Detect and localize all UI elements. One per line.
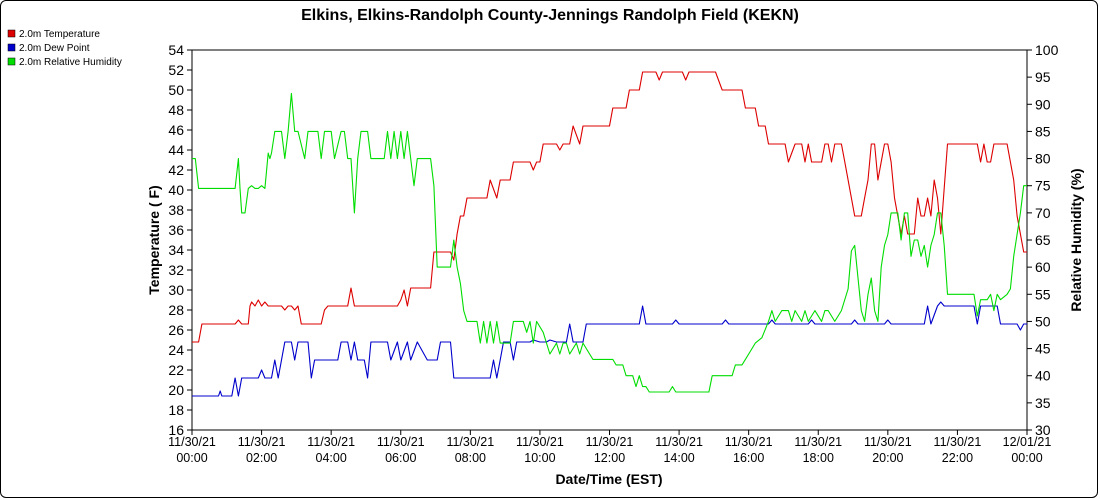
- x-tick-date: 11/30/21: [864, 435, 912, 449]
- y-right-tick-label: 55: [1035, 286, 1051, 302]
- y-right-tick-label: 50: [1035, 313, 1051, 329]
- legend-label-temperature: 2.0m Temperature: [19, 29, 100, 40]
- series-line-2-0m-dew-point: [192, 301, 1027, 397]
- y-right-tick-label: 75: [1035, 178, 1051, 194]
- x-tick-date: 11/30/21: [516, 435, 564, 449]
- x-tick-time: 02:00: [246, 451, 277, 465]
- x-tick-time: 00:00: [1011, 451, 1042, 465]
- legend: 2.0m Temperature 2.0m Dew Point 2.0m Rel…: [7, 29, 122, 68]
- x-tick-date: 11/30/21: [168, 435, 216, 449]
- x-tick-date: 11/30/21: [446, 435, 494, 449]
- x-tick-time: 18:00: [803, 451, 834, 465]
- x-tick-time: 08:00: [455, 451, 486, 465]
- legend-label-dew-point: 2.0m Dew Point: [19, 43, 90, 54]
- y-left-tick-label: 40: [168, 182, 184, 198]
- x-tick-date: 11/30/21: [934, 435, 982, 449]
- x-tick-date: 11/30/21: [655, 435, 703, 449]
- legend-swatch-temperature: [7, 29, 16, 38]
- x-tick-time: 00:00: [176, 451, 207, 465]
- y-left-tick-label: 16: [168, 422, 184, 438]
- x-tick-date: 11/30/21: [377, 435, 425, 449]
- x-tick-date: 12/01/21: [1003, 435, 1052, 449]
- x-tick-time: 10:00: [524, 451, 555, 465]
- y-right-tick-label: 45: [1035, 341, 1051, 357]
- y-left-tick-label: 30: [168, 282, 184, 298]
- y-left-tick-label: 22: [168, 362, 184, 378]
- y-left-tick-label: 54: [168, 42, 184, 58]
- y-left-tick-label: 28: [168, 302, 184, 318]
- y-right-tick-label: 30: [1035, 422, 1051, 438]
- y-left-tick-label: 34: [168, 242, 184, 258]
- x-tick-date: 11/30/21: [586, 435, 634, 449]
- y-left-tick-label: 44: [168, 142, 184, 158]
- x-tick-time: 04:00: [316, 451, 347, 465]
- x-tick-time: 14:00: [663, 451, 694, 465]
- y-right-tick-label: 85: [1035, 123, 1051, 139]
- y-left-tick-label: 24: [168, 342, 184, 358]
- x-tick-time: 06:00: [385, 451, 416, 465]
- plot-area: [191, 49, 1028, 431]
- x-tick-date: 11/30/21: [725, 435, 773, 449]
- x-tick-time: 20:00: [872, 451, 903, 465]
- x-tick-date: 11/30/21: [794, 435, 842, 449]
- y-left-tick-label: 26: [168, 322, 184, 338]
- y-right-tick-label: 60: [1035, 259, 1051, 275]
- x-tick-date: 11/30/21: [307, 435, 355, 449]
- series-line-2-0m-temperature: [192, 71, 1027, 343]
- y-left-tick-label: 46: [168, 122, 184, 138]
- legend-swatch-dew-point: [7, 43, 16, 52]
- y-axis-left-label: Temperature ( F): [146, 185, 162, 294]
- y-axis-right-ticks: 30 35 40 45 50 55 60 65 70 75 80 85 90 95 100: [1027, 42, 1059, 438]
- legend-label-relative-humidity: 2.0m Relative Humidity: [19, 57, 122, 68]
- y-right-tick-label: 70: [1035, 205, 1051, 221]
- y-left-tick-label: 36: [168, 222, 184, 238]
- y-right-tick-label: 100: [1035, 42, 1059, 58]
- y-left-tick-label: 42: [168, 162, 184, 178]
- x-axis-label: Date/Time (EST): [555, 471, 662, 487]
- x-tick-time: 12:00: [594, 451, 625, 465]
- y-left-tick-label: 32: [168, 262, 184, 278]
- y-left-tick-label: 50: [168, 82, 184, 98]
- legend-swatch-relative-humidity: [7, 57, 16, 66]
- y-left-tick-label: 18: [168, 402, 184, 418]
- y-right-tick-label: 35: [1035, 395, 1051, 411]
- y-axis-right-label: Relative Humidity (%): [1068, 168, 1084, 311]
- y-left-tick-label: 48: [168, 102, 184, 118]
- y-left-tick-label: 52: [168, 62, 184, 78]
- y-right-tick-label: 80: [1035, 151, 1051, 167]
- y-right-tick-label: 65: [1035, 232, 1051, 248]
- x-tick-time: 22:00: [942, 451, 973, 465]
- x-tick-time: 16:00: [733, 451, 764, 465]
- y-left-tick-label: 20: [168, 382, 184, 398]
- y-axis-left-ticks: 16 18 20 22 24 26 28 30 32 34 36 38 40 42 44 46 48 50 52 54: [168, 42, 192, 438]
- y-left-tick-label: 38: [168, 202, 184, 218]
- y-right-tick-label: 90: [1035, 96, 1051, 112]
- x-axis-ticks: 11/30/21 00:00 11/30/21 02:00 11/30/21 04:00 1…: [168, 430, 1051, 465]
- y-right-tick-label: 40: [1035, 368, 1051, 384]
- series-line-2-0m-relative-humidity: [192, 92, 1027, 393]
- chart-title: Elkins, Elkins-Randolph County-Jennings …: [301, 7, 799, 24]
- y-right-tick-label: 95: [1035, 69, 1051, 85]
- x-tick-date: 11/30/21: [238, 435, 286, 449]
- series-layer: [192, 71, 1027, 397]
